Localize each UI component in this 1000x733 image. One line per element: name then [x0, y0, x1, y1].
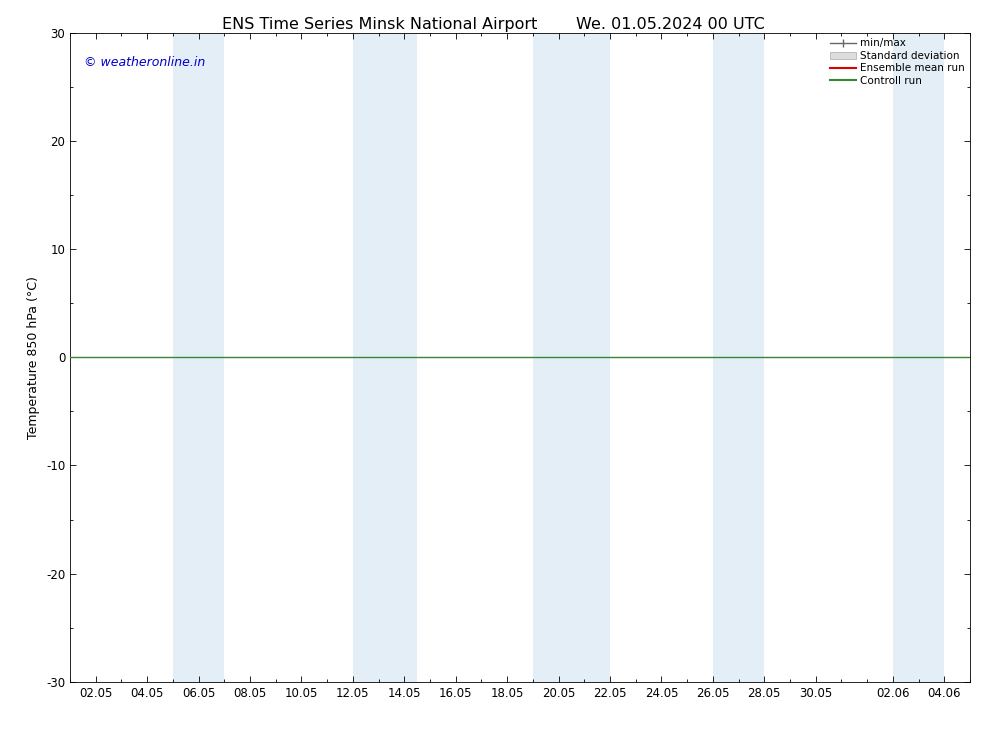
Bar: [713, 33, 764, 682]
Bar: [893, 33, 944, 682]
Bar: [173, 33, 224, 682]
Text: We. 01.05.2024 00 UTC: We. 01.05.2024 00 UTC: [576, 17, 764, 32]
Bar: [533, 33, 610, 682]
Text: © weatheronline.in: © weatheronline.in: [84, 56, 205, 69]
Bar: [353, 33, 417, 682]
Text: ENS Time Series Minsk National Airport: ENS Time Series Minsk National Airport: [222, 17, 538, 32]
Legend: min/max, Standard deviation, Ensemble mean run, Controll run: min/max, Standard deviation, Ensemble me…: [828, 36, 967, 88]
Y-axis label: Temperature 850 hPa (°C): Temperature 850 hPa (°C): [27, 276, 40, 439]
